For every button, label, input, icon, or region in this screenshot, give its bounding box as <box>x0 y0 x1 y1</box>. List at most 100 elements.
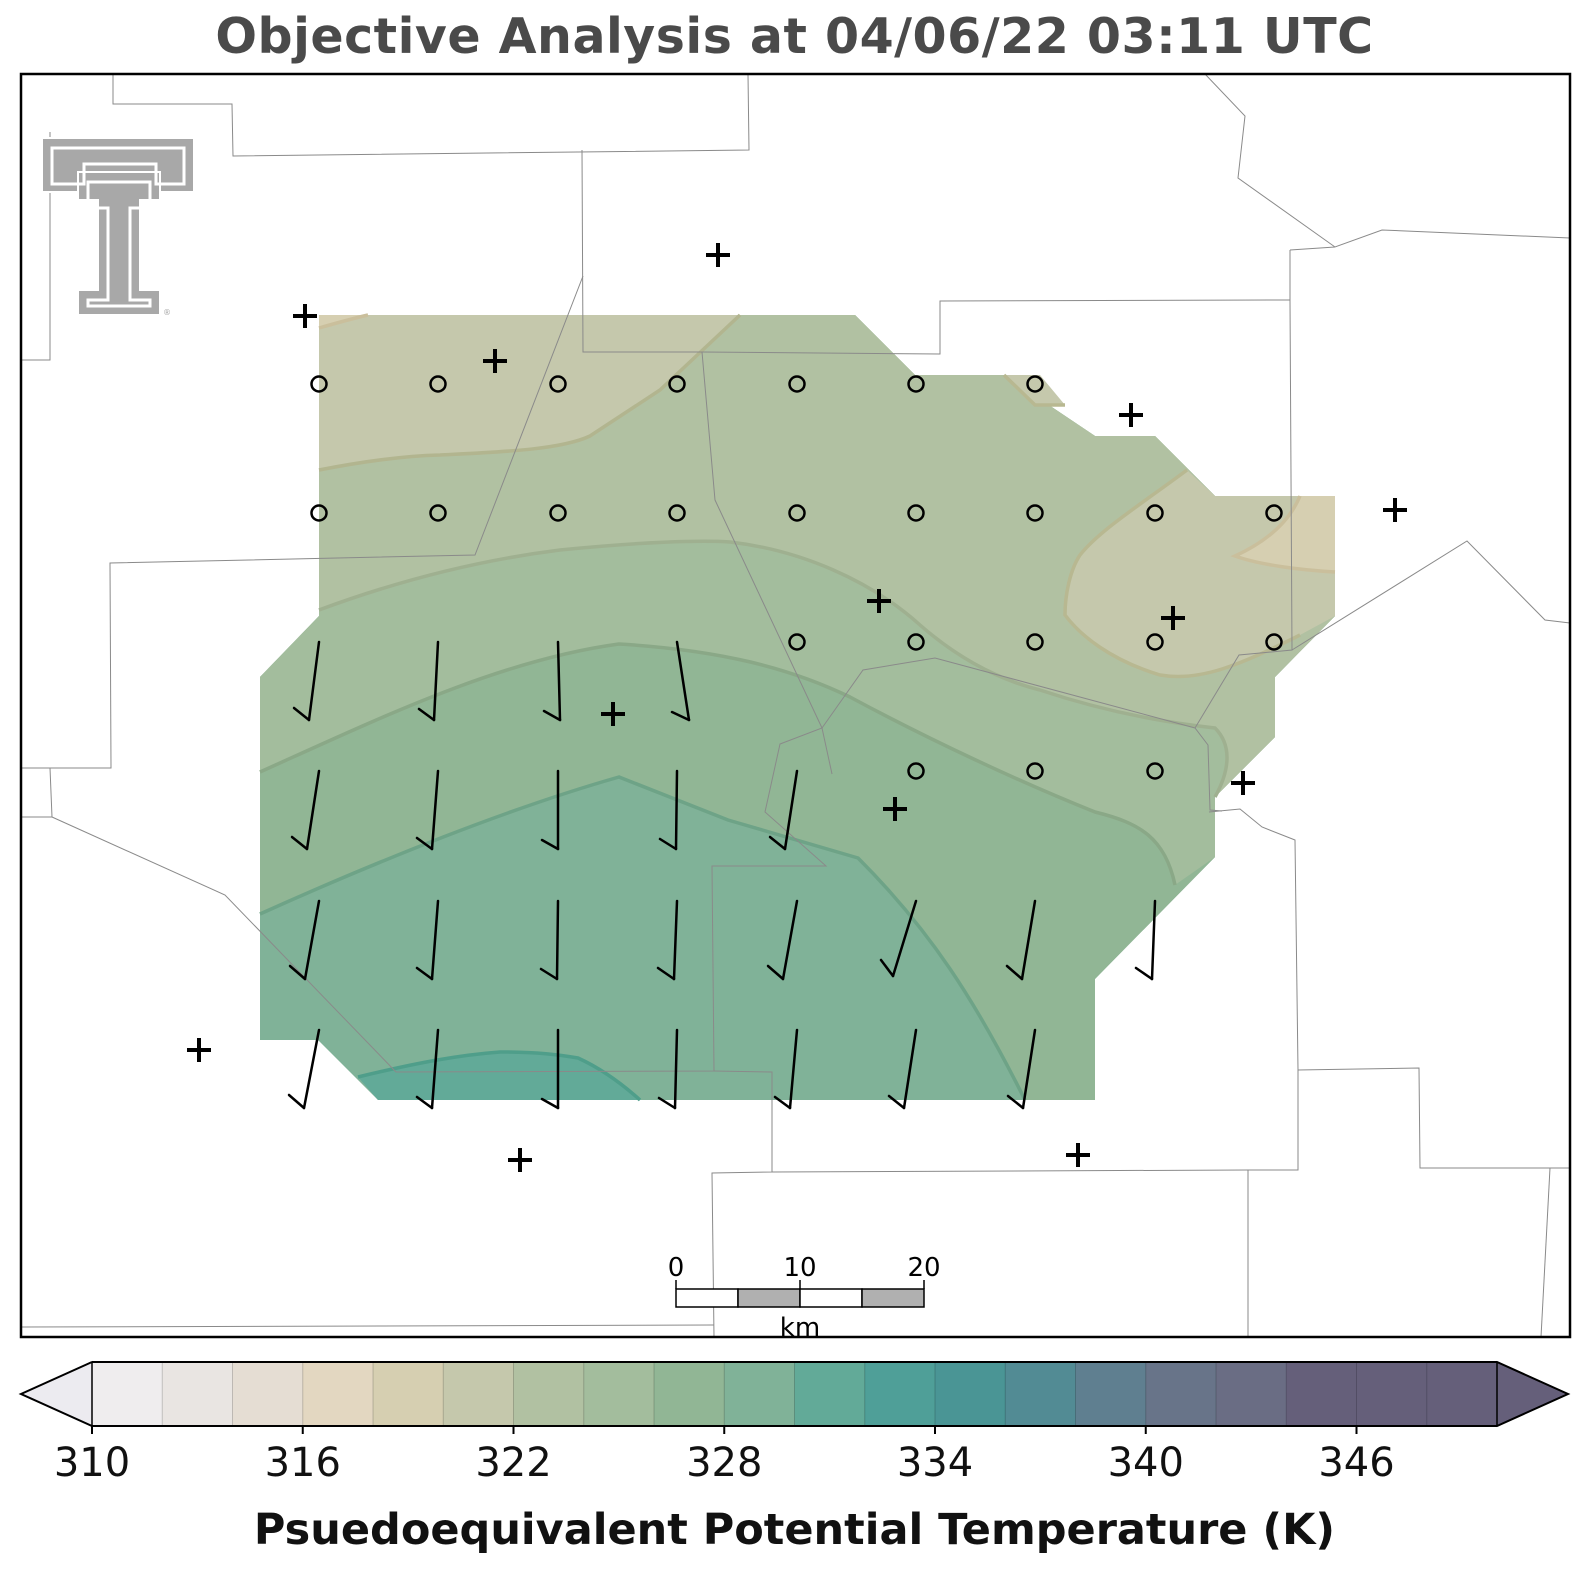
colorbar-segment <box>864 1362 936 1426</box>
scale-segment <box>861 1288 925 1308</box>
contour-320c <box>1002 373 1065 407</box>
county-line <box>21 767 53 818</box>
wind-barb <box>415 769 440 851</box>
calm-point <box>1146 633 1164 651</box>
station-marker <box>293 304 317 328</box>
calm-point <box>549 504 567 522</box>
colorbar-segment <box>443 1362 515 1426</box>
calm-point <box>1026 375 1044 393</box>
calm-point <box>1026 504 1044 522</box>
colorbar-segment <box>1145 1362 1217 1426</box>
contour-326 <box>259 775 1027 1101</box>
county-line <box>771 1169 1249 1173</box>
wind-barb <box>657 1028 679 1110</box>
fill-320 <box>319 315 1335 677</box>
wind-barb <box>773 1028 799 1110</box>
calm-point <box>907 504 925 522</box>
calm-point <box>788 504 806 522</box>
logo-inner-bar <box>50 146 186 186</box>
county-line <box>1540 1167 1551 1337</box>
theta-e-fill <box>260 315 1335 1100</box>
wind-barb <box>415 1028 440 1110</box>
calm-point <box>310 504 328 522</box>
colorbar-segment <box>92 1362 163 1426</box>
logo-registered-mark: ® <box>163 308 171 317</box>
calm-point <box>1265 633 1283 651</box>
county-line <box>1194 299 1293 729</box>
station-marker <box>1231 771 1255 795</box>
colorbar-segment <box>302 1362 374 1426</box>
calm-point <box>429 375 447 393</box>
wind-barb <box>768 769 799 851</box>
wind-barb <box>1005 899 1037 981</box>
county-line <box>1291 540 1570 651</box>
colorbar-segment <box>1005 1362 1077 1426</box>
station-marker <box>867 589 891 613</box>
county-line <box>1247 1070 1299 1337</box>
county-line <box>821 727 833 775</box>
wind-barb <box>290 769 321 851</box>
station-marker <box>483 349 507 373</box>
station-marker <box>1066 1143 1090 1167</box>
colorbar-segment <box>1426 1362 1498 1426</box>
scale-segment <box>737 1288 801 1308</box>
wind-barb <box>288 899 321 981</box>
county-line <box>112 74 750 157</box>
colorbar-segment <box>162 1362 234 1426</box>
wind-barb <box>766 899 799 981</box>
county-boundaries <box>21 74 1570 1337</box>
colorbar-segment <box>1216 1362 1287 1426</box>
station-marker <box>706 243 730 267</box>
wind-barb <box>1006 1028 1037 1110</box>
scale-bar: 0 10 20 km <box>668 1253 941 1343</box>
county-line <box>21 1324 715 1328</box>
wind-barb <box>887 1028 918 1110</box>
wind-barb <box>292 640 321 722</box>
county-line <box>51 351 828 1073</box>
colorbar-segment <box>373 1362 444 1426</box>
contour-320 <box>318 313 742 472</box>
scale-label-10: 10 <box>783 1253 816 1283</box>
contour-330 <box>357 1050 642 1102</box>
analysis-map: ® 0 10 20 km <box>19 72 1572 1343</box>
texas-tech-double-t-logo: ® <box>41 137 195 317</box>
wind-barb <box>1134 899 1157 981</box>
colorbar-segment <box>232 1362 304 1426</box>
colorbar-segment <box>1356 1362 1428 1426</box>
colorbar-tick-label: 316 <box>265 1440 341 1486</box>
map-frame <box>19 72 1572 1339</box>
wind-barb <box>670 640 691 722</box>
scale-unit: km <box>780 1313 820 1343</box>
station-marker <box>508 1148 532 1172</box>
colorbar-tick-label: 346 <box>1318 1440 1394 1486</box>
wind-barb <box>417 640 440 722</box>
colorbar-label: Psuedoequivalent Potential Temperature (… <box>253 1505 1336 1555</box>
station-marker <box>1161 606 1185 630</box>
theta-e-contours <box>259 313 1336 1102</box>
scale-segment <box>675 1288 739 1308</box>
colorbar-segment <box>794 1362 866 1426</box>
colorbar-tick-label: 322 <box>475 1440 551 1486</box>
wind-barb <box>539 899 560 981</box>
colorbar-segment <box>1075 1362 1147 1426</box>
contour-324 <box>259 642 1177 886</box>
station-marker <box>601 702 625 726</box>
scale-label-20: 20 <box>907 1253 940 1283</box>
colorbar: 310 316 322 328 334 340 346 <box>18 1360 1571 1486</box>
wind-barb <box>287 1028 321 1110</box>
station-marker <box>1383 498 1407 522</box>
calm-point <box>668 375 686 393</box>
colorbar-tick-label: 340 <box>1108 1440 1184 1486</box>
scale-segment <box>799 1288 863 1308</box>
contour-318 <box>1230 495 1336 574</box>
scale-label-0: 0 <box>668 1253 685 1283</box>
county-line <box>1289 246 1336 251</box>
calm-point <box>907 633 925 651</box>
logo-inner-stem <box>86 180 152 308</box>
calm-point <box>907 375 925 393</box>
station-marker <box>883 797 907 821</box>
colorbar-segment <box>1286 1362 1358 1426</box>
colorbar-segment <box>935 1362 1006 1426</box>
colorbar-segment <box>654 1362 725 1426</box>
wind-barb <box>542 640 562 722</box>
